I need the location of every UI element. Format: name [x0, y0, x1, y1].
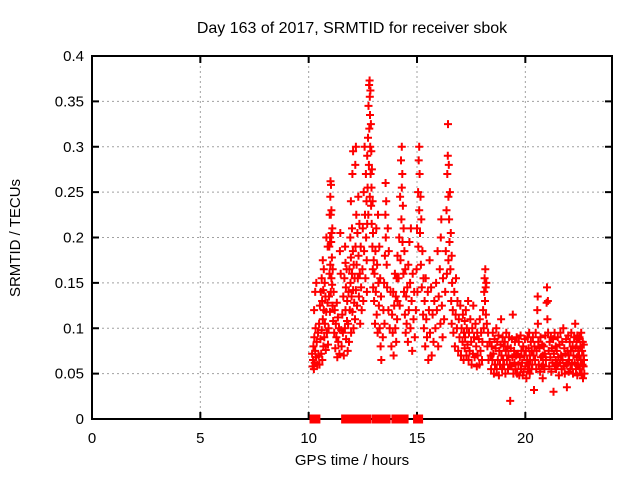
x-tick-label: 15 [409, 430, 426, 447]
on-axis-flag [349, 414, 372, 424]
y-tick-label: 0.15 [55, 275, 84, 292]
on-axis-flag [379, 414, 391, 424]
on-axis-flag [397, 414, 409, 424]
y-tick-label: 0.3 [63, 139, 84, 156]
y-tick-label: 0.35 [55, 93, 84, 110]
x-tick-label: 20 [517, 430, 534, 447]
on-axis-flag [371, 414, 384, 424]
y-axis-label: SRMTID / TECUs [7, 179, 24, 297]
y-tick-label: 0.2 [63, 230, 84, 247]
y-tick-label: 0.1 [63, 320, 84, 337]
y-tick-label: 0.25 [55, 184, 84, 201]
scatter-points [308, 76, 589, 405]
y-tick-label: 0.05 [55, 366, 84, 383]
data-layer [308, 76, 589, 424]
on-axis-flag [341, 414, 354, 424]
y-tick-label: 0 [76, 411, 84, 428]
label-layer: Day 163 of 2017, SRMTID for receiver sbo… [7, 20, 508, 469]
x-tick-label: 5 [196, 430, 204, 447]
on-axis-flag [413, 414, 424, 424]
chart-title: Day 163 of 2017, SRMTID for receiver sbo… [197, 20, 508, 37]
on-axis-flag [309, 414, 321, 424]
on-axis-flag [391, 414, 402, 424]
x-axis-label: GPS time / hours [295, 452, 409, 469]
x-tick-label: 10 [300, 430, 317, 447]
axis-layer: 0 5 10 15 20 0 0.05 0.1 0.15 0.2 0.25 0.3 0.35 0.4 [55, 48, 613, 447]
y-tick-label: 0.4 [63, 48, 84, 65]
x-tick-label: 0 [88, 430, 96, 447]
